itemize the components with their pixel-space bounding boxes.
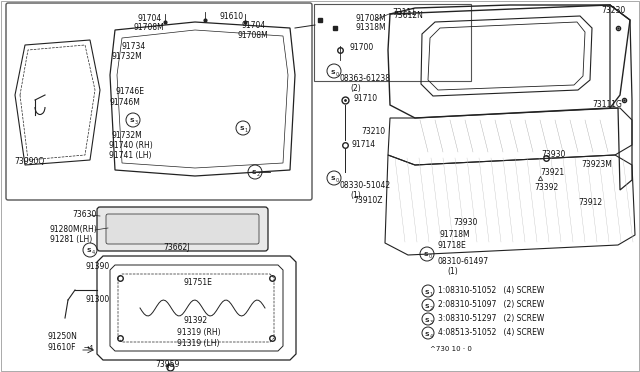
Text: 91319 (RH): 91319 (RH) — [177, 328, 221, 337]
FancyBboxPatch shape — [6, 3, 312, 200]
Text: 4: 4 — [429, 334, 433, 339]
Text: 08310-61497: 08310-61497 — [437, 257, 488, 266]
Text: 73210: 73210 — [361, 127, 385, 136]
Text: (1): (1) — [350, 191, 361, 200]
Text: 73111: 73111 — [392, 8, 416, 17]
Text: 3:08310-51297   (2) SCREW: 3:08310-51297 (2) SCREW — [438, 314, 544, 324]
Text: 91741 (LH): 91741 (LH) — [109, 151, 152, 160]
Text: 91751E: 91751E — [184, 278, 213, 287]
Text: 91746E: 91746E — [115, 87, 144, 96]
Text: 91610: 91610 — [220, 12, 244, 21]
Text: S: S — [425, 317, 429, 323]
Text: 73392: 73392 — [534, 183, 558, 192]
Text: 91740 (RH): 91740 (RH) — [109, 141, 153, 150]
Text: S: S — [240, 126, 244, 131]
Text: 91708M: 91708M — [134, 23, 164, 32]
Text: 91281 (LH): 91281 (LH) — [50, 235, 92, 244]
Text: S: S — [130, 119, 134, 124]
Text: 91732M: 91732M — [111, 52, 141, 61]
Text: 91300: 91300 — [85, 295, 109, 304]
Text: 91718M: 91718M — [440, 230, 470, 239]
Text: →4: →4 — [84, 345, 94, 351]
Text: 91319 (LH): 91319 (LH) — [177, 339, 220, 348]
Text: 73930: 73930 — [541, 150, 565, 159]
Text: 91704: 91704 — [138, 14, 163, 23]
Text: 2: 2 — [257, 173, 260, 177]
Text: S: S — [425, 289, 429, 295]
Text: 91714: 91714 — [351, 140, 375, 149]
Text: 73912: 73912 — [578, 198, 602, 207]
Text: (2): (2) — [350, 84, 361, 93]
Text: S: S — [86, 248, 92, 253]
Text: 1: 1 — [244, 128, 248, 134]
Text: (1): (1) — [447, 267, 458, 276]
Text: 91280M(RH): 91280M(RH) — [50, 225, 98, 234]
Text: 73612N: 73612N — [393, 11, 423, 20]
Text: 91318M: 91318M — [355, 23, 386, 32]
Text: 73230: 73230 — [601, 6, 625, 15]
Text: 73990Q: 73990Q — [14, 157, 44, 166]
Text: 4: 4 — [92, 250, 95, 256]
Text: 91708M: 91708M — [238, 31, 269, 40]
Text: 91708M: 91708M — [355, 14, 386, 23]
FancyBboxPatch shape — [97, 207, 268, 251]
Text: 3: 3 — [429, 320, 433, 324]
Text: 91390: 91390 — [85, 262, 109, 271]
Text: 73910Z: 73910Z — [353, 196, 383, 205]
Text: 91700: 91700 — [350, 43, 374, 52]
Text: 0: 0 — [335, 179, 339, 183]
Text: 91704: 91704 — [242, 21, 266, 30]
Text: 08330-51042: 08330-51042 — [340, 181, 391, 190]
Text: S: S — [331, 176, 335, 182]
Text: 2:08310-51097   (2) SCREW: 2:08310-51097 (2) SCREW — [438, 301, 544, 310]
Text: S: S — [331, 70, 335, 74]
Text: 1:08310-51052   (4) SCREW: 1:08310-51052 (4) SCREW — [438, 286, 544, 295]
Text: 08363-61238: 08363-61238 — [340, 74, 391, 83]
Text: 73930: 73930 — [453, 218, 477, 227]
Text: 91718E: 91718E — [437, 241, 466, 250]
Text: 1: 1 — [429, 292, 433, 296]
Text: 91746M: 91746M — [109, 98, 140, 107]
FancyBboxPatch shape — [106, 214, 259, 244]
Text: 4:08513-51052   (4) SCREW: 4:08513-51052 (4) SCREW — [438, 328, 545, 337]
Text: 91710: 91710 — [353, 94, 377, 103]
Text: 91732M: 91732M — [111, 131, 141, 140]
Text: 2: 2 — [429, 305, 433, 311]
Text: 73921: 73921 — [540, 168, 564, 177]
Text: 91610F: 91610F — [48, 343, 77, 352]
Text: 0: 0 — [428, 254, 431, 260]
Text: S: S — [252, 170, 256, 176]
Text: ^730 10 · 0: ^730 10 · 0 — [430, 346, 472, 352]
Text: 91250N: 91250N — [48, 332, 78, 341]
Text: S: S — [425, 304, 429, 308]
Text: 73111G: 73111G — [592, 100, 622, 109]
Text: 73923M: 73923M — [581, 160, 612, 169]
Text: 0: 0 — [335, 71, 339, 77]
Text: 91734: 91734 — [122, 42, 147, 51]
Text: 73662J: 73662J — [163, 243, 189, 252]
Text: 73630: 73630 — [72, 210, 97, 219]
Text: 73959: 73959 — [155, 360, 179, 369]
Text: 3: 3 — [134, 121, 138, 125]
Text: S: S — [424, 253, 428, 257]
Text: 91392: 91392 — [184, 316, 208, 325]
FancyBboxPatch shape — [314, 4, 471, 81]
Text: S: S — [425, 331, 429, 337]
